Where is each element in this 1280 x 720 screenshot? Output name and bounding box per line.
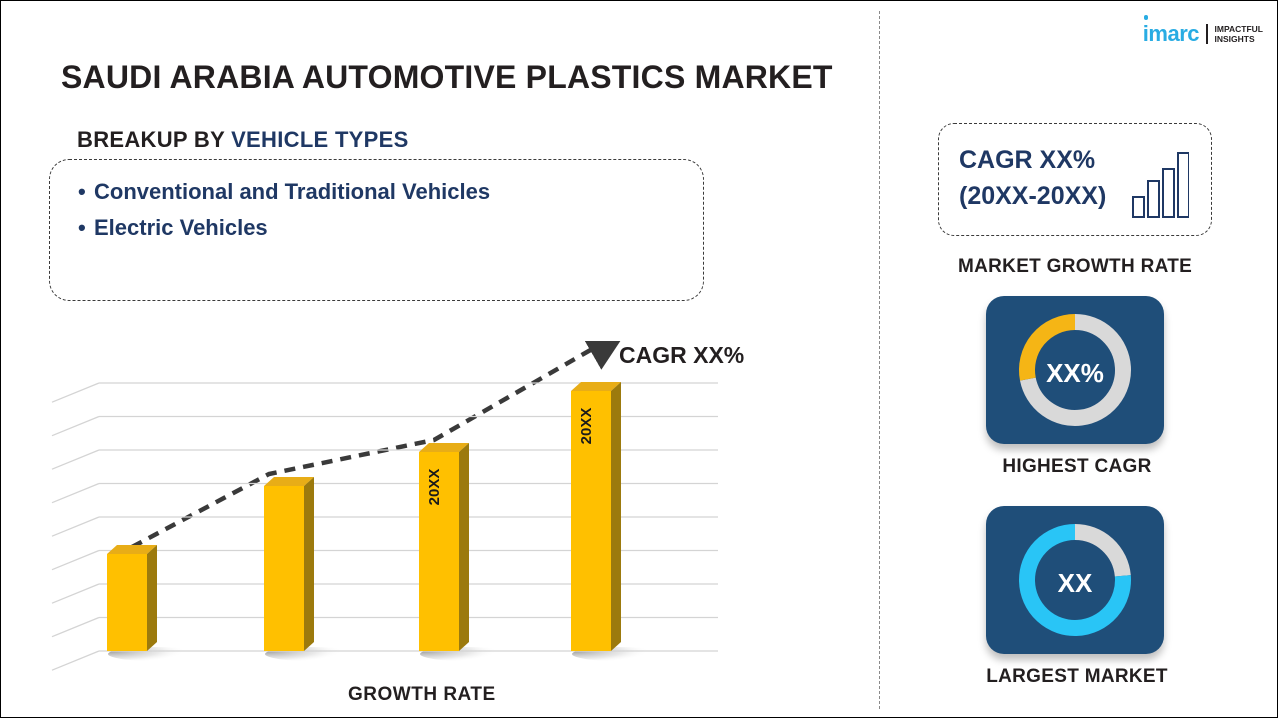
svg-text:20XX: 20XX bbox=[426, 469, 443, 506]
svg-text:20XX: 20XX bbox=[578, 408, 595, 445]
